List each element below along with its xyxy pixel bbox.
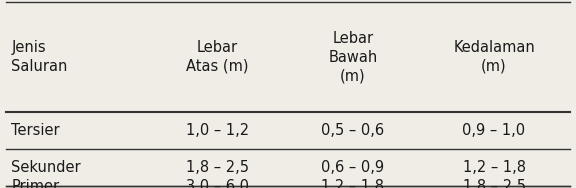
Text: Kedalaman
(m): Kedalaman (m) [453,40,535,74]
Text: Jenis
Saluran: Jenis Saluran [12,40,68,74]
Text: 1,8 – 2,5: 1,8 – 2,5 [186,160,249,175]
Text: 0,6 – 0,9: 0,6 – 0,9 [321,160,384,175]
Text: 0,5 – 0,6: 0,5 – 0,6 [321,123,384,138]
Text: 0,9 – 1,0: 0,9 – 1,0 [463,123,525,138]
Text: 1,0 – 1,2: 1,0 – 1,2 [186,123,249,138]
Text: Primer: Primer [12,179,59,188]
Text: 1,2 – 1,8: 1,2 – 1,8 [463,160,525,175]
Text: Lebar
Bawah
(m): Lebar Bawah (m) [328,31,377,83]
Text: Sekunder: Sekunder [12,160,81,175]
Text: 1,2 – 1,8: 1,2 – 1,8 [321,179,384,188]
Text: Tersier: Tersier [12,123,60,138]
Text: 1,8 – 2,5: 1,8 – 2,5 [463,179,525,188]
Text: 3,0 – 6,0: 3,0 – 6,0 [186,179,249,188]
Text: Lebar
Atas (m): Lebar Atas (m) [186,40,249,74]
